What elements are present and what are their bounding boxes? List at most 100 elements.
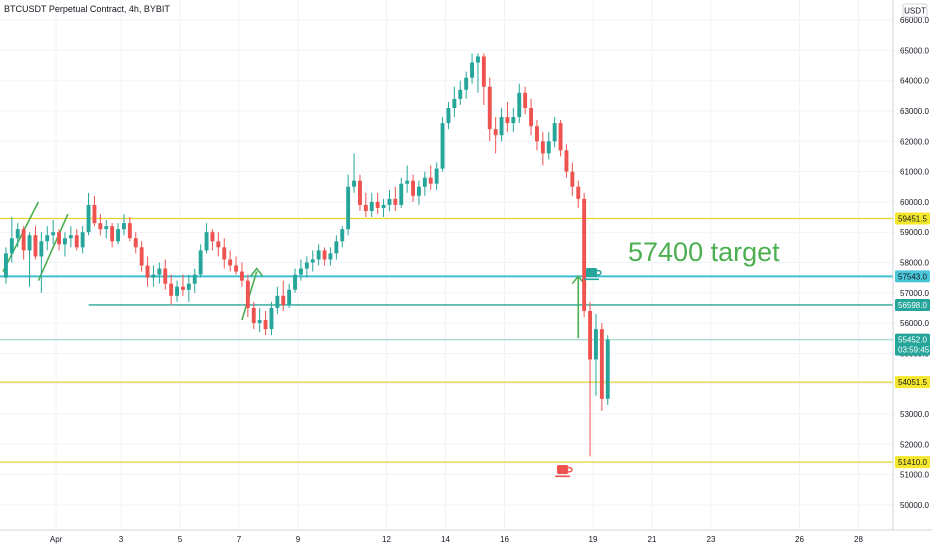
- candle[interactable]: [464, 71, 469, 99]
- candle[interactable]: [27, 232, 32, 287]
- candle[interactable]: [481, 53, 486, 105]
- candle[interactable]: [181, 274, 185, 296]
- candle[interactable]: [476, 53, 480, 93]
- candle[interactable]: [570, 162, 575, 196]
- candle[interactable]: [245, 274, 250, 318]
- candle[interactable]: [511, 107, 516, 133]
- candle[interactable]: [127, 217, 132, 242]
- trend-line[interactable]: [2, 201, 40, 272]
- candle[interactable]: [346, 174, 351, 236]
- time-axis[interactable]: Apr 3 5 7 9 12 14 16 19 21 23 26 28: [50, 535, 864, 544]
- candle[interactable]: [192, 268, 197, 293]
- candle[interactable]: [440, 117, 445, 172]
- candle[interactable]: [328, 247, 333, 266]
- candle[interactable]: [452, 86, 457, 118]
- candle[interactable]: [352, 153, 356, 193]
- candle[interactable]: [198, 244, 203, 278]
- candle[interactable]: [15, 223, 20, 248]
- candle[interactable]: [493, 117, 498, 154]
- candle[interactable]: [74, 229, 79, 251]
- candle[interactable]: [204, 223, 209, 254]
- candle[interactable]: [133, 232, 138, 254]
- candle[interactable]: [169, 274, 174, 305]
- candle[interactable]: [434, 162, 439, 190]
- candle[interactable]: [605, 335, 610, 405]
- candle[interactable]: [523, 86, 528, 115]
- candle[interactable]: [287, 283, 292, 308]
- candle[interactable]: [257, 307, 262, 333]
- candle[interactable]: [411, 174, 415, 202]
- candle[interactable]: [334, 235, 339, 260]
- candle[interactable]: [269, 301, 274, 336]
- candle[interactable]: [186, 274, 191, 302]
- candle[interactable]: [381, 198, 386, 218]
- candle[interactable]: [86, 192, 91, 236]
- candle[interactable]: [39, 232, 44, 293]
- candle[interactable]: [122, 214, 126, 236]
- candle[interactable]: [151, 265, 156, 287]
- candle[interactable]: [505, 101, 510, 133]
- candle[interactable]: [281, 280, 286, 311]
- candle[interactable]: [263, 310, 268, 336]
- candle[interactable]: [358, 174, 362, 211]
- candle[interactable]: [210, 229, 215, 251]
- candle[interactable]: [216, 232, 221, 257]
- candle[interactable]: [417, 180, 421, 205]
- candle[interactable]: [157, 262, 162, 284]
- candle[interactable]: [80, 226, 85, 254]
- candle[interactable]: [552, 117, 557, 148]
- candle[interactable]: [104, 220, 109, 239]
- candle[interactable]: [588, 301, 592, 457]
- candle[interactable]: [293, 268, 297, 293]
- candle[interactable]: [228, 250, 233, 272]
- candle[interactable]: [45, 226, 50, 251]
- candle[interactable]: [458, 80, 463, 105]
- candle[interactable]: [316, 244, 321, 266]
- candle[interactable]: [57, 229, 61, 251]
- candle[interactable]: [92, 195, 97, 227]
- candle[interactable]: [546, 132, 551, 160]
- candle[interactable]: [310, 250, 315, 272]
- candle[interactable]: [393, 186, 398, 211]
- candle[interactable]: [251, 301, 256, 330]
- candle[interactable]: [599, 323, 604, 411]
- candle[interactable]: [299, 259, 303, 281]
- candle[interactable]: [275, 286, 280, 314]
- candle[interactable]: [487, 77, 492, 142]
- candle[interactable]: [234, 256, 238, 275]
- candle[interactable]: [369, 192, 374, 218]
- candle[interactable]: [51, 220, 56, 245]
- candle[interactable]: [240, 262, 244, 287]
- candle[interactable]: [21, 226, 26, 260]
- candle[interactable]: [145, 256, 150, 287]
- candlestick-series[interactable]: [4, 53, 610, 457]
- candle[interactable]: [594, 313, 598, 396]
- candle[interactable]: [422, 171, 427, 196]
- candle[interactable]: [529, 98, 533, 136]
- currency-button[interactable]: [902, 3, 928, 18]
- candle[interactable]: [399, 177, 404, 208]
- candle[interactable]: [33, 226, 38, 260]
- candle[interactable]: [322, 247, 327, 266]
- candle[interactable]: [98, 214, 103, 236]
- candle[interactable]: [446, 101, 451, 130]
- candle[interactable]: [517, 83, 522, 124]
- candle[interactable]: [470, 53, 474, 84]
- candle[interactable]: [163, 259, 168, 290]
- candle[interactable]: [387, 189, 392, 211]
- candle[interactable]: [499, 107, 504, 142]
- candle[interactable]: [582, 192, 587, 318]
- candle[interactable]: [116, 223, 120, 245]
- candle[interactable]: [558, 120, 563, 157]
- candle[interactable]: [175, 280, 179, 302]
- trend-line[interactable]: [37, 213, 69, 281]
- candle[interactable]: [375, 192, 380, 215]
- candle[interactable]: [535, 120, 539, 151]
- candle[interactable]: [139, 241, 144, 272]
- candle[interactable]: [4, 247, 8, 284]
- candle[interactable]: [564, 144, 569, 178]
- candle[interactable]: [68, 226, 73, 248]
- candle[interactable]: [63, 232, 67, 257]
- candle[interactable]: [304, 256, 309, 278]
